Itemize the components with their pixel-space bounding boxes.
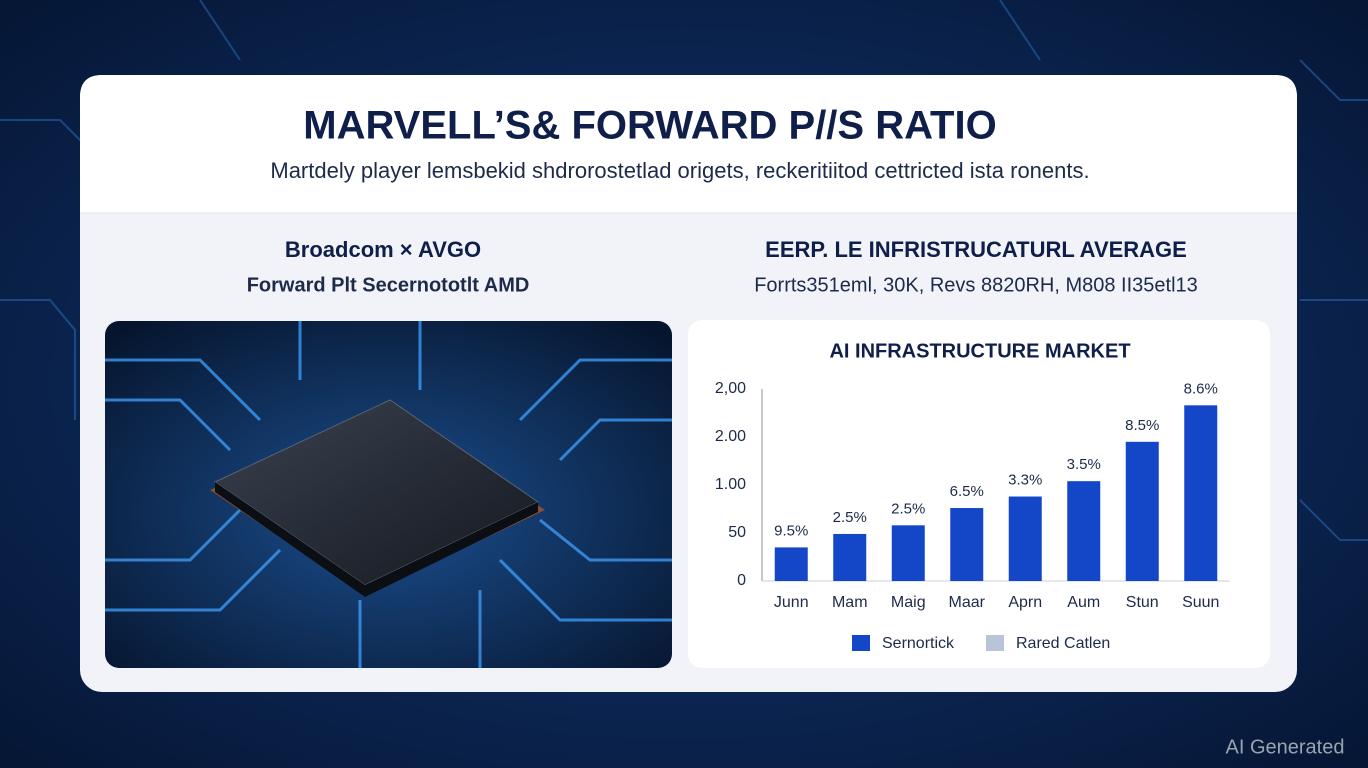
chart-title: AI INFRASTRUCTURE MARKET	[829, 340, 1130, 362]
x-tick-label: Aprn	[1008, 594, 1042, 611]
bar	[833, 533, 867, 581]
y-tick-label: 2,00	[715, 380, 746, 397]
bar-annotation: 9.5%	[774, 522, 808, 539]
bar	[1184, 405, 1218, 581]
legend-swatch	[852, 635, 870, 651]
right-title: EERP. LE INFRISTRUCATURL AVERAGE	[765, 237, 1187, 262]
x-tick-label: Aum	[1067, 594, 1100, 611]
bar-annotation: 8.6%	[1184, 380, 1218, 397]
bar	[1008, 496, 1042, 581]
bar-annotation: 6.5%	[950, 483, 984, 500]
bar-annotation: 3.5%	[1067, 456, 1101, 473]
left-subtitle: Forward Plt Secernototlt AMD	[247, 274, 530, 296]
left-title: Broadcom × AVGO	[285, 237, 481, 262]
bar	[1067, 481, 1101, 581]
legend-swatch	[986, 635, 1004, 651]
bar-annotation: 2.5%	[833, 509, 867, 526]
title: MARVELL’S& FORWARD P//S RATIO	[303, 104, 996, 148]
y-tick-label: 0	[737, 572, 746, 589]
y-tick-label: 50	[728, 524, 746, 541]
bar-annotation: 8.5%	[1125, 417, 1159, 434]
bar	[891, 525, 925, 581]
y-tick-label: 1.00	[715, 476, 746, 493]
bar	[950, 508, 984, 581]
subtitle: Martdely player lemsbekid shdrorostetlad…	[270, 158, 1089, 183]
chip-image	[105, 321, 672, 668]
y-tick-label: 2.00	[715, 428, 746, 445]
bar-annotation: 2.5%	[891, 500, 925, 517]
bg-circuits	[0, 0, 1368, 541]
x-tick-label: Mam	[832, 594, 868, 611]
legend-label: Rared Catlen	[1016, 635, 1110, 652]
watermark: AI Generated	[1226, 736, 1345, 758]
x-tick-label: Suun	[1182, 594, 1219, 611]
x-tick-label: Maig	[891, 594, 926, 611]
right-subtitle: Forrts351eml, 30K, Revs 8820RH, M808 II3…	[754, 274, 1198, 296]
bar-annotation: 3.3%	[1008, 471, 1042, 488]
bar	[774, 547, 808, 581]
card-header	[80, 75, 1297, 213]
legend-label: Sernortick	[882, 635, 955, 652]
x-tick-label: Maar	[949, 594, 986, 611]
bar	[1125, 441, 1159, 581]
x-tick-label: Stun	[1126, 594, 1159, 611]
x-tick-label: Junn	[774, 594, 809, 611]
